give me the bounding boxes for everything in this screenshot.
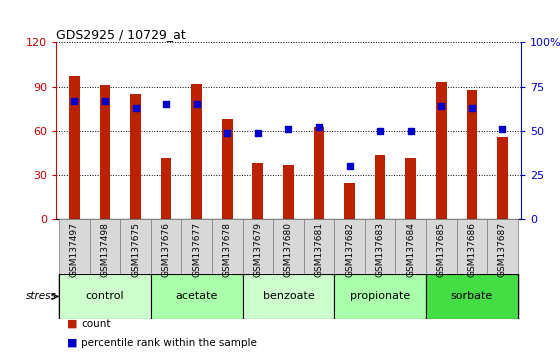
Bar: [466, 90, 477, 219]
Text: GSM137685: GSM137685: [437, 222, 446, 277]
Bar: [334, 219, 365, 274]
Bar: [304, 219, 334, 274]
Point: [70, 98, 79, 104]
Bar: [242, 274, 334, 319]
Point: [468, 105, 477, 111]
Point: [131, 105, 140, 111]
Text: GSM137681: GSM137681: [315, 222, 324, 277]
Bar: [151, 274, 242, 319]
Text: acetate: acetate: [175, 291, 218, 302]
Bar: [436, 82, 447, 219]
Point: [498, 126, 507, 132]
Bar: [395, 219, 426, 274]
Text: GSM137498: GSM137498: [100, 222, 109, 277]
Text: GSM137678: GSM137678: [223, 222, 232, 277]
Bar: [375, 155, 385, 219]
Text: GSM137682: GSM137682: [345, 222, 354, 277]
Point: [345, 164, 354, 169]
Text: GSM137675: GSM137675: [131, 222, 140, 277]
Text: GDS2925 / 10729_at: GDS2925 / 10729_at: [56, 28, 186, 41]
Point: [437, 103, 446, 109]
Text: ■: ■: [67, 319, 78, 329]
Text: propionate: propionate: [350, 291, 410, 302]
Text: GSM137677: GSM137677: [192, 222, 201, 277]
Bar: [222, 119, 232, 219]
Text: benzoate: benzoate: [263, 291, 314, 302]
Bar: [130, 94, 141, 219]
Text: control: control: [86, 291, 124, 302]
Bar: [161, 158, 171, 219]
Bar: [426, 219, 456, 274]
Text: GSM137676: GSM137676: [162, 222, 171, 277]
Bar: [334, 274, 426, 319]
Text: GSM137687: GSM137687: [498, 222, 507, 277]
Text: GSM137683: GSM137683: [376, 222, 385, 277]
Text: stress: stress: [26, 291, 57, 302]
Point: [315, 125, 324, 130]
Text: GSM137686: GSM137686: [468, 222, 477, 277]
Point: [100, 98, 109, 104]
Text: sorbate: sorbate: [451, 291, 493, 302]
Text: count: count: [81, 319, 111, 329]
Text: ■: ■: [67, 338, 78, 348]
Text: GSM137679: GSM137679: [253, 222, 262, 277]
Text: GSM137497: GSM137497: [70, 222, 79, 277]
Bar: [344, 183, 355, 219]
Bar: [487, 219, 518, 274]
Point: [253, 130, 262, 136]
Bar: [151, 219, 181, 274]
Bar: [212, 219, 242, 274]
Bar: [497, 137, 508, 219]
Bar: [283, 165, 294, 219]
Text: GSM137680: GSM137680: [284, 222, 293, 277]
Point: [192, 102, 201, 107]
Bar: [253, 164, 263, 219]
Bar: [192, 84, 202, 219]
Bar: [242, 219, 273, 274]
Point: [376, 128, 385, 134]
Point: [223, 130, 232, 136]
Text: GSM137684: GSM137684: [406, 222, 415, 277]
Bar: [426, 274, 518, 319]
Bar: [59, 219, 90, 274]
Bar: [181, 219, 212, 274]
Bar: [314, 127, 324, 219]
Point: [284, 126, 293, 132]
Point: [162, 102, 171, 107]
Point: [406, 128, 415, 134]
Bar: [456, 219, 487, 274]
Text: percentile rank within the sample: percentile rank within the sample: [81, 338, 257, 348]
Bar: [405, 158, 416, 219]
Bar: [69, 76, 80, 219]
Bar: [365, 219, 395, 274]
Bar: [273, 219, 304, 274]
Bar: [90, 219, 120, 274]
Bar: [59, 274, 151, 319]
Bar: [100, 85, 110, 219]
Bar: [120, 219, 151, 274]
